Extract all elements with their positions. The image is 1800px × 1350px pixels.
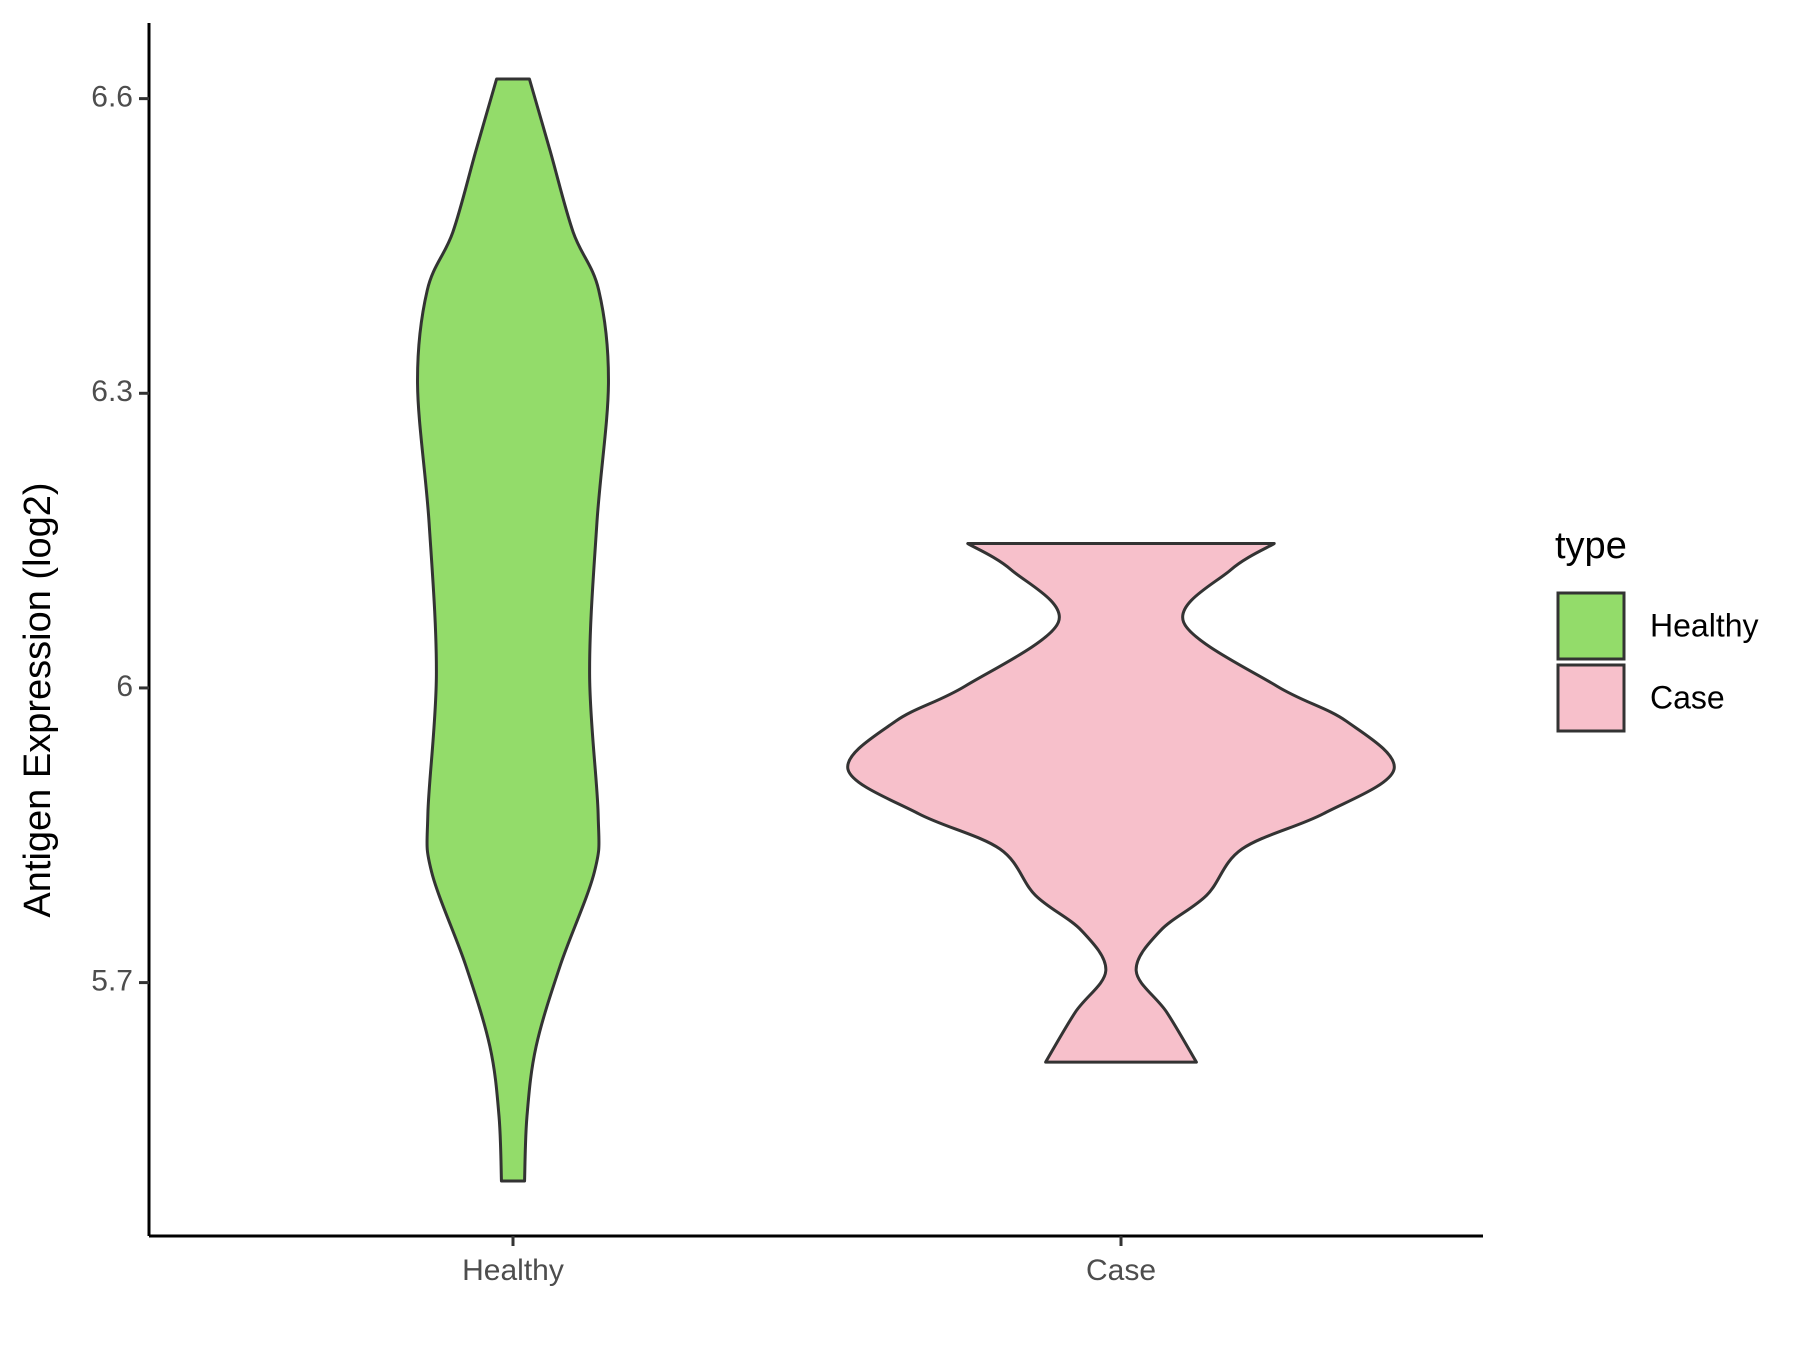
violin [846,542,1396,1064]
y-tick-label: 6.6 [91,81,133,114]
y-axis-title: Antigen Expression (log2) [17,482,59,917]
violin [416,77,610,1183]
y-tick-label: 6.3 [91,375,133,408]
legend-title: type [1555,525,1627,567]
legend-key [1556,663,1626,733]
legend-label: Healthy [1650,607,1759,643]
x-tick-label: Healthy [462,1254,564,1287]
y-tick-label: 5.7 [91,965,133,998]
x-tick-label: Case [1086,1254,1156,1287]
legend-key [1556,591,1626,661]
y-tick-label: 6 [116,670,133,703]
legend-label: Case [1650,679,1725,715]
